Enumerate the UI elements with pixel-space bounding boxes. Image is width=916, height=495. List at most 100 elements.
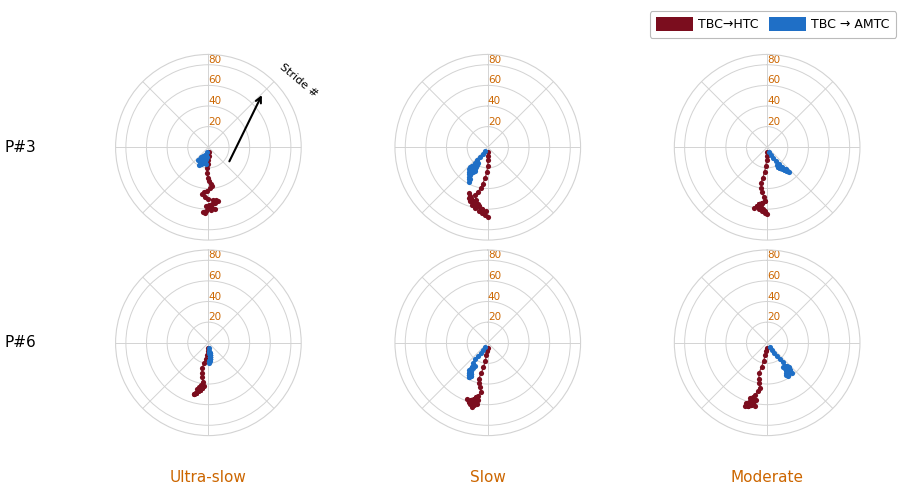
Point: [480, 162, 495, 170]
Point: [740, 402, 755, 410]
Point: [464, 396, 479, 404]
Point: [193, 386, 208, 394]
Point: [739, 399, 754, 407]
Point: [462, 189, 476, 197]
Point: [197, 157, 212, 165]
Point: [782, 168, 797, 176]
Point: [754, 184, 769, 192]
Point: [463, 195, 478, 202]
Point: [463, 164, 478, 172]
Point: [767, 349, 781, 357]
Point: [778, 166, 792, 174]
Point: [472, 375, 486, 383]
Point: [462, 170, 476, 178]
Point: [464, 363, 479, 371]
Point: [462, 369, 476, 377]
Point: [191, 156, 205, 164]
Point: [476, 346, 491, 354]
Point: [201, 347, 215, 355]
Point: [478, 174, 493, 182]
Point: [198, 155, 213, 163]
Point: [195, 373, 210, 381]
Point: [195, 158, 210, 166]
Legend: TBC→HTC, TBC → AMTC: TBC→HTC, TBC → AMTC: [649, 11, 896, 38]
Point: [471, 392, 485, 399]
Point: [758, 162, 773, 170]
Point: [197, 382, 212, 390]
Point: [462, 371, 476, 379]
Point: [740, 402, 755, 410]
Point: [463, 367, 478, 375]
Point: [751, 375, 766, 383]
Point: [778, 364, 792, 372]
Point: [202, 355, 217, 363]
Point: [755, 199, 769, 207]
Point: [778, 166, 792, 174]
Point: [195, 364, 210, 372]
Point: [202, 353, 217, 361]
Point: [466, 168, 481, 176]
Point: [480, 213, 495, 221]
Point: [780, 367, 795, 375]
Point: [195, 208, 210, 216]
Point: [468, 165, 483, 173]
Point: [764, 346, 779, 354]
Point: [771, 163, 786, 171]
Point: [778, 166, 792, 174]
Point: [462, 168, 476, 176]
Point: [201, 174, 215, 182]
Text: P#6: P#6: [5, 335, 37, 350]
Point: [191, 387, 205, 395]
Point: [193, 382, 208, 390]
Point: [202, 151, 216, 159]
Point: [202, 353, 217, 361]
Point: [776, 358, 791, 366]
Point: [742, 398, 757, 406]
Point: [745, 396, 759, 404]
Point: [194, 369, 209, 377]
Point: [470, 161, 485, 169]
Point: [192, 154, 207, 162]
Point: [780, 365, 795, 373]
Point: [199, 155, 213, 163]
Point: [779, 366, 793, 374]
Point: [202, 353, 217, 361]
Point: [200, 153, 214, 161]
Point: [759, 344, 774, 352]
Point: [474, 209, 489, 217]
Point: [775, 163, 790, 171]
Point: [466, 395, 481, 403]
Point: [475, 180, 490, 188]
Point: [202, 355, 217, 363]
Text: Slow: Slow: [470, 470, 506, 485]
Point: [202, 185, 217, 193]
Point: [475, 205, 490, 213]
Point: [191, 387, 205, 395]
Point: [746, 399, 760, 407]
Point: [202, 351, 217, 359]
Point: [196, 152, 211, 160]
Point: [741, 401, 756, 409]
Point: [780, 362, 794, 370]
Point: [769, 157, 783, 165]
Point: [472, 379, 486, 387]
Point: [200, 169, 214, 177]
Point: [754, 179, 769, 187]
Point: [778, 166, 792, 174]
Point: [202, 201, 217, 209]
Point: [464, 370, 479, 378]
Point: [466, 197, 481, 205]
Point: [473, 384, 487, 392]
Point: [209, 197, 224, 204]
Point: [198, 151, 213, 159]
Point: [467, 159, 482, 167]
Point: [464, 372, 479, 380]
Point: [192, 155, 207, 163]
Point: [462, 366, 476, 374]
Point: [194, 153, 209, 161]
Point: [782, 363, 797, 371]
Point: [202, 357, 217, 365]
Point: [464, 170, 479, 178]
Point: [778, 364, 792, 372]
Point: [775, 165, 790, 173]
